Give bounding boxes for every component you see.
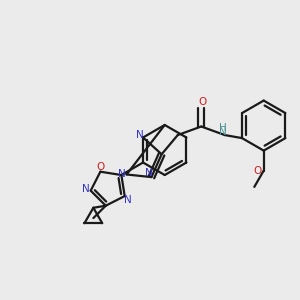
Text: N: N xyxy=(82,184,89,194)
Text: N: N xyxy=(219,127,227,137)
Text: N: N xyxy=(136,130,143,140)
Text: O: O xyxy=(199,98,207,107)
Text: O: O xyxy=(253,166,261,176)
Text: H: H xyxy=(219,123,227,133)
Text: N: N xyxy=(124,196,131,206)
Text: N: N xyxy=(118,169,126,179)
Text: N: N xyxy=(145,168,153,178)
Text: O: O xyxy=(96,162,104,172)
